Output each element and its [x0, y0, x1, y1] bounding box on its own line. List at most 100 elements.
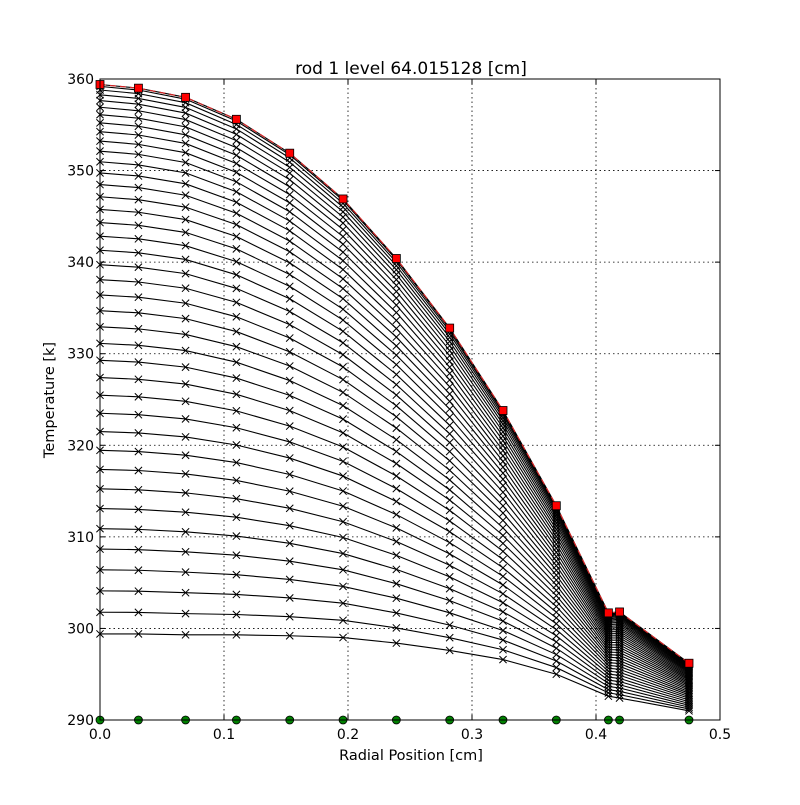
transient-x-marker: [285, 593, 294, 602]
transient-x-marker: [445, 405, 454, 414]
transient-x-marker: [615, 694, 624, 702]
transient-x-marker: [285, 504, 294, 513]
transient-x-marker: [134, 150, 143, 159]
transient-x-marker: [445, 456, 454, 465]
transient-x-marker: [181, 363, 190, 372]
final-square-marker: [231, 114, 241, 124]
transient-x-marker: [285, 226, 294, 235]
transient-x-marker: [181, 255, 190, 264]
transient-x-marker: [552, 525, 561, 534]
transient-x-marker: [339, 225, 347, 234]
transient-x-marker: [339, 565, 347, 574]
transient-x-marker: [232, 551, 241, 560]
transient-x-marker: [285, 487, 294, 496]
transient-x-marker: [285, 247, 294, 256]
transient-x-marker: [392, 565, 401, 574]
transient-x-marker: [285, 539, 294, 548]
transient-x-marker: [615, 668, 624, 677]
final-square-marker: [391, 254, 401, 263]
transient-x-marker: [285, 406, 294, 415]
transient-x-marker: [499, 581, 507, 589]
transient-x-marker: [445, 397, 454, 406]
transient-x-marker: [552, 613, 561, 622]
transient-x-marker: [134, 429, 143, 437]
transient-profile-line: [99, 131, 690, 668]
transient-x-marker: [134, 308, 143, 317]
transient-x-marker: [339, 517, 347, 526]
transient-x-marker: [445, 561, 454, 570]
transient-x-marker: [392, 497, 401, 506]
transient-x-marker: [552, 670, 561, 679]
transient-x-marker: [181, 228, 190, 237]
transient-x-marker: [445, 633, 454, 642]
transient-x-marker: [445, 596, 454, 605]
x-axis-label: Radial Position [cm]: [339, 748, 483, 764]
transient-profile-line: [99, 488, 690, 699]
transient-x-marker: [445, 337, 454, 346]
transient-x-marker: [232, 476, 241, 485]
transient-x-marker: [134, 100, 143, 109]
transient-x-marker: [232, 198, 241, 207]
transient-x-marker: [232, 298, 241, 307]
transient-x-marker: [615, 690, 624, 699]
transient-x-marker: [285, 376, 294, 385]
transient-x-marker: [339, 401, 347, 410]
transient-x-marker: [285, 347, 294, 356]
transient-x-marker: [499, 636, 507, 644]
transient-x-marker: [392, 447, 401, 456]
transient-x-marker: [615, 629, 624, 638]
transient-x-marker: [552, 532, 561, 541]
transient-x-marker: [552, 644, 561, 653]
transient-x-marker: [392, 639, 401, 648]
transient-x-marker: [285, 198, 294, 207]
transient-x-marker: [285, 437, 294, 446]
transient-x-marker: [134, 234, 143, 243]
transient-x-marker: [285, 237, 294, 246]
transient-x-marker: [232, 570, 241, 579]
transient-x-marker: [604, 629, 613, 638]
transient-x-marker: [339, 240, 347, 249]
transient-x-marker: [615, 677, 624, 686]
transient-x-marker: [392, 412, 401, 421]
transient-x-marker: [339, 582, 347, 591]
transient-x-marker: [181, 191, 190, 200]
transient-x-marker: [445, 608, 454, 617]
transient-x-marker: [181, 269, 190, 278]
transient-x-marker: [445, 333, 454, 342]
transient-x-marker: [392, 608, 401, 617]
transient-x-marker: [615, 662, 624, 671]
transient-x-marker: [499, 481, 507, 490]
transient-x-marker: [181, 299, 190, 308]
transient-x-marker: [445, 485, 454, 494]
transient-x-marker: [285, 282, 294, 291]
transient-x-marker: [232, 441, 241, 449]
transient-x-marker: [232, 342, 241, 351]
transient-x-marker: [499, 655, 507, 664]
x-tick-label: 0.5: [709, 727, 731, 743]
transient-x-marker: [339, 363, 347, 371]
transient-x-marker: [134, 248, 143, 257]
transient-x-marker: [552, 650, 561, 659]
transient-x-marker: [339, 256, 347, 265]
transient-x-marker: [181, 148, 190, 157]
transient-x-marker: [392, 294, 401, 303]
transient-x-marker: [232, 177, 241, 186]
transient-x-marker: [392, 551, 401, 560]
transient-x-marker: [339, 443, 347, 451]
transient-x-marker: [134, 466, 143, 475]
final-square-marker: [445, 323, 455, 333]
transient-x-marker: [604, 667, 613, 676]
transient-x-marker: [445, 389, 454, 398]
transient-x-marker: [285, 158, 294, 167]
transient-x-marker: [181, 203, 190, 212]
transient-x-marker: [285, 612, 294, 621]
transient-x-marker: [134, 131, 143, 139]
transient-x-marker: [499, 523, 507, 532]
transient-x-marker: [445, 438, 454, 447]
transient-x-marker: [499, 547, 507, 556]
transient-x-marker: [339, 274, 347, 283]
transient-x-marker: [232, 143, 241, 152]
y-tick-label: 330: [67, 347, 94, 363]
